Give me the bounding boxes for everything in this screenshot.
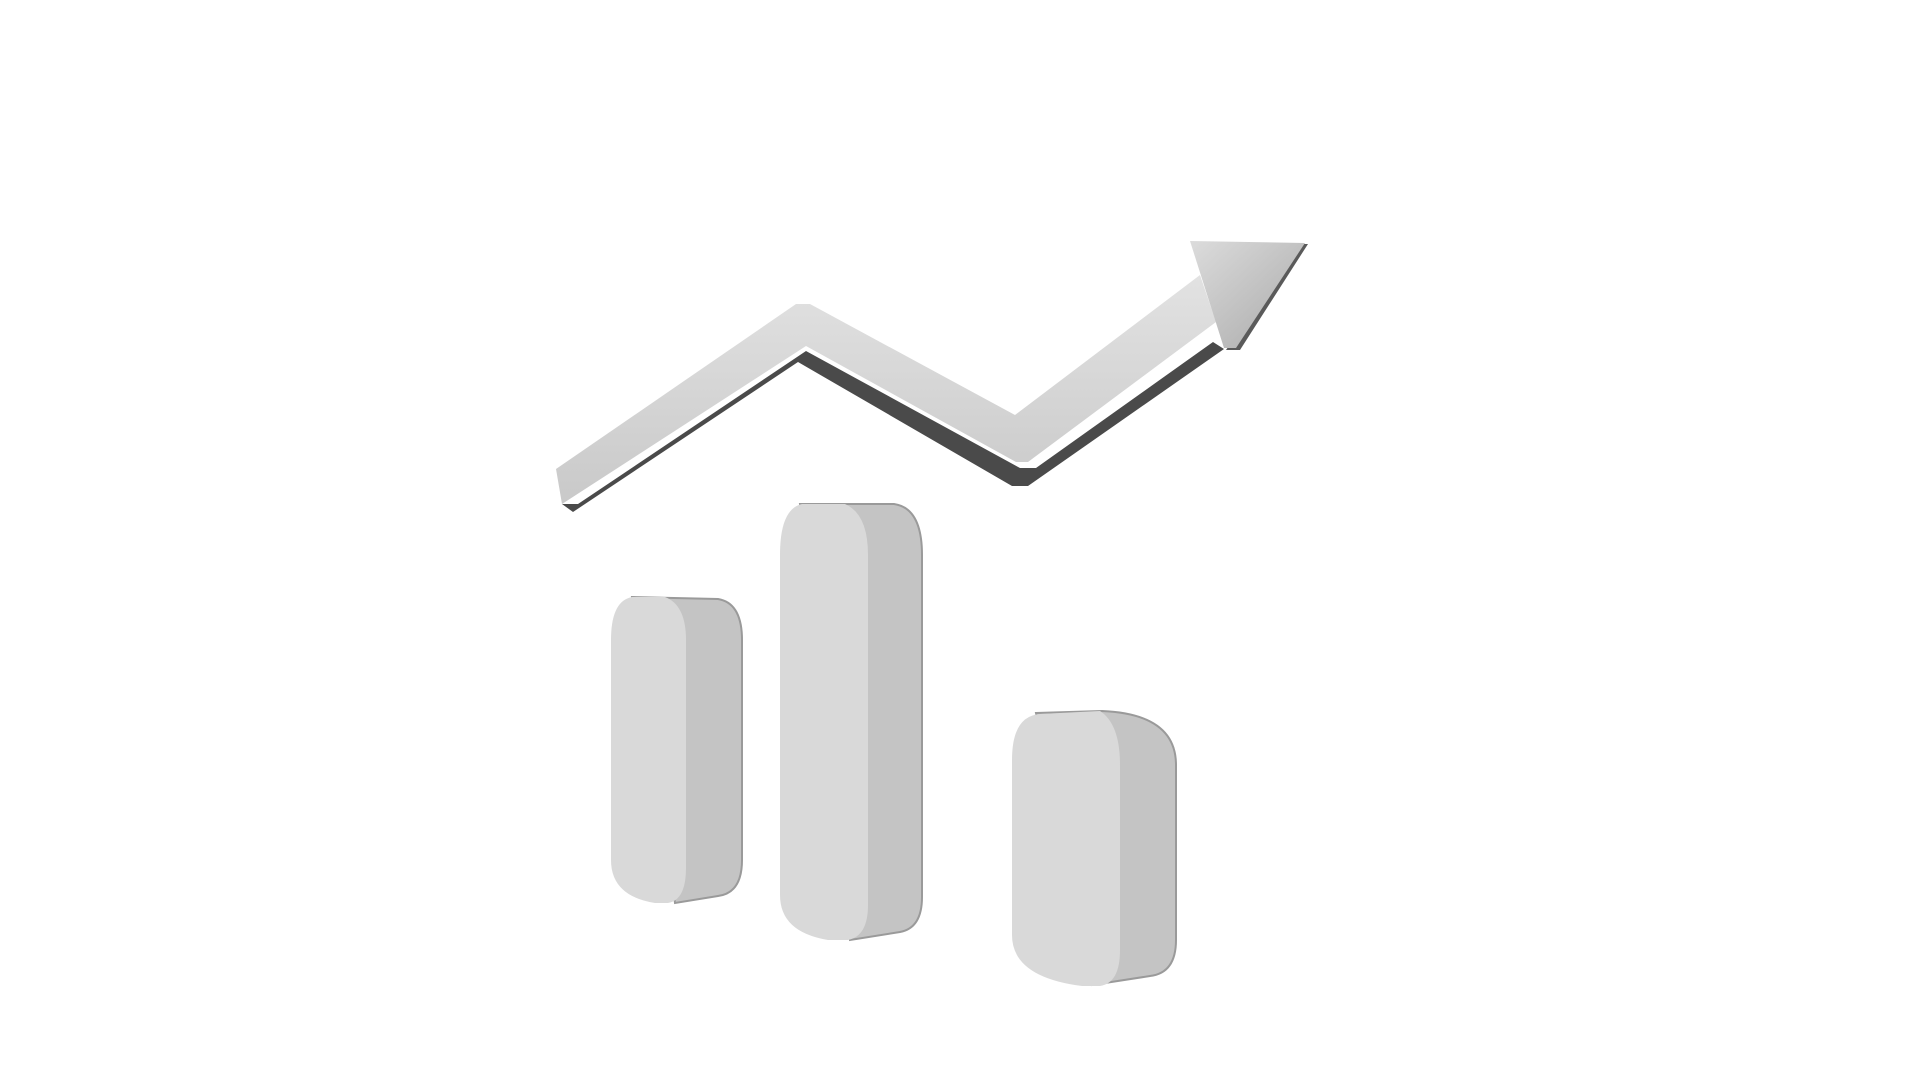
bar-right [1012, 709, 1177, 987]
bar-middle [780, 503, 923, 942]
trend-arrow-shadow [562, 342, 1224, 512]
trend-arrow [556, 241, 1308, 512]
trend-arrow-head [1190, 241, 1305, 348]
trend-arrow-body [556, 275, 1216, 504]
bar-chart [611, 503, 1177, 987]
bar-right-front [1012, 711, 1120, 986]
bar-left [611, 595, 743, 905]
bar-left-front [611, 597, 686, 903]
bar-middle-front [780, 504, 868, 940]
